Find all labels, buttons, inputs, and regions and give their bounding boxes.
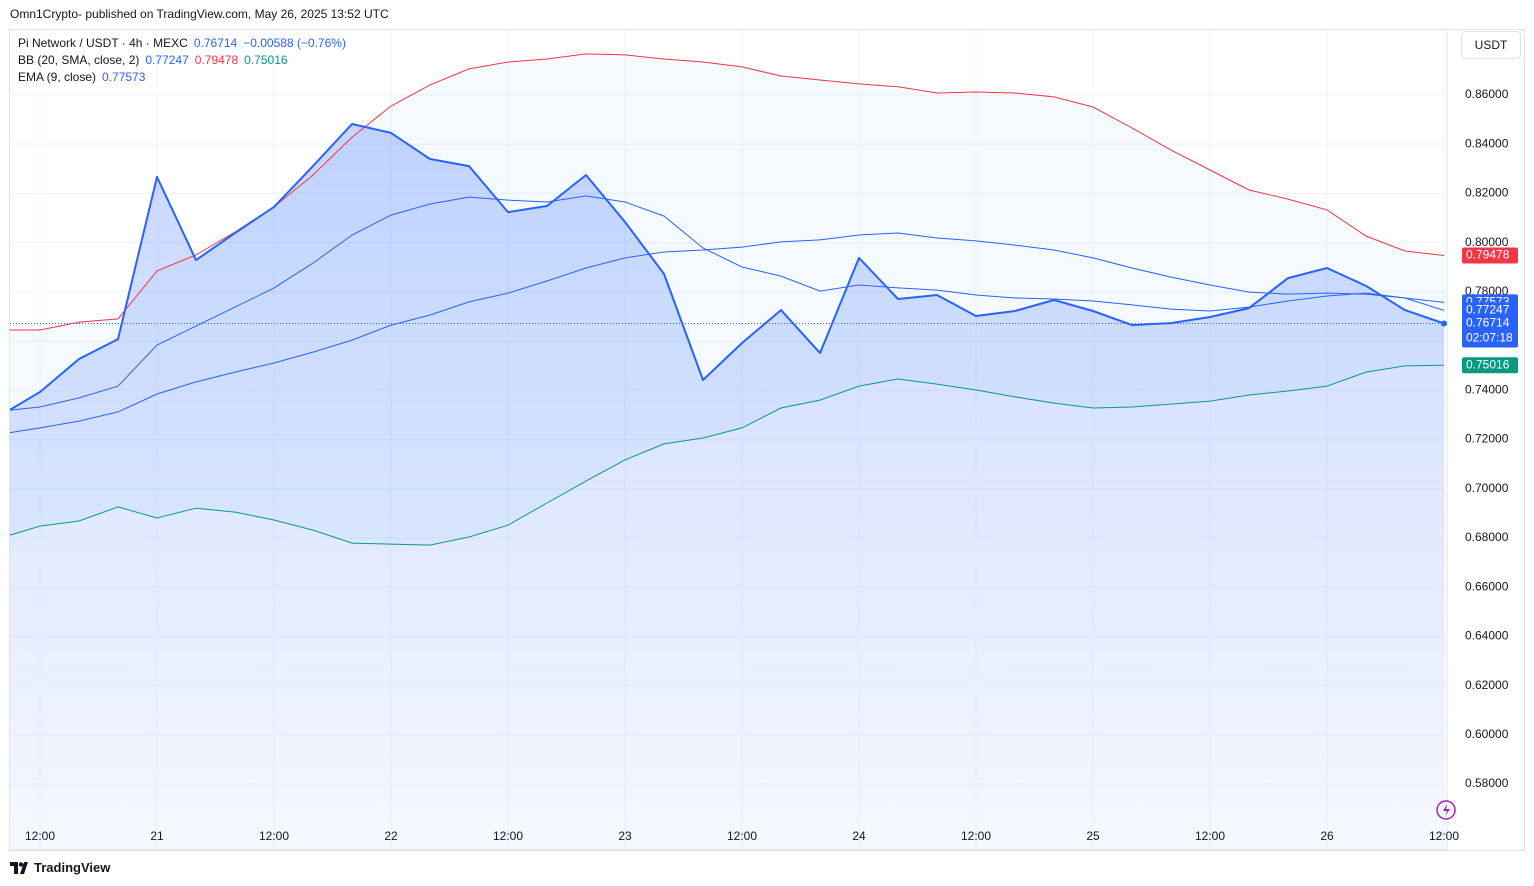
y-tick-label: 0.74000 bbox=[1465, 382, 1509, 396]
legend-value: 0.76714 bbox=[193, 36, 238, 50]
x-tick-label: 12:00 bbox=[259, 829, 289, 843]
unit-button[interactable]: USDT bbox=[1461, 31, 1521, 59]
y-tick-label: 0.82000 bbox=[1465, 186, 1509, 200]
legend-value: 0.77247 bbox=[145, 53, 189, 67]
legend-name: Pi Network / USDT · 4h · MEXC bbox=[18, 36, 188, 50]
x-tick-label: 12:00 bbox=[727, 829, 757, 843]
price-tag bbox=[1462, 302, 1518, 319]
axes: 0.58000 0.60000 0.62000 0.64000 0.66000 0.680… bbox=[25, 87, 1518, 843]
footer: TradingView bbox=[10, 860, 110, 875]
price-tag bbox=[1462, 247, 1518, 264]
legend: Pi Network / USDT · 4h · MEXC 0.76714 −0.0… bbox=[18, 35, 352, 86]
legend-name: EMA (9, close) bbox=[18, 70, 97, 84]
y-tick-label: 0.80000 bbox=[1465, 235, 1509, 249]
price-tag-label: 0.79478 bbox=[1466, 248, 1510, 262]
x-tick-label: 21 bbox=[150, 829, 164, 843]
y-tick-label: 0.62000 bbox=[1465, 678, 1509, 692]
plot bbox=[10, 53, 1447, 850]
y-tick-label: 0.72000 bbox=[1465, 432, 1509, 446]
indicator-line bbox=[10, 195, 1445, 411]
header: Omn1Crypto- published on TradingView.com… bbox=[10, 7, 389, 21]
logo bbox=[10, 861, 28, 874]
price-tag-label: 0.77247 bbox=[1466, 303, 1510, 317]
legend-value: 0.75016 bbox=[244, 53, 288, 67]
x-tick-label: 26 bbox=[1320, 829, 1334, 843]
y-tick-label: 0.64000 bbox=[1465, 629, 1509, 643]
price-tag bbox=[1462, 315, 1518, 348]
x-tick-label: 22 bbox=[384, 829, 398, 843]
legend-row: Pi Network / USDT · 4h · MEXC 0.76714 −0.0… bbox=[18, 35, 352, 52]
lightning-bolt bbox=[1443, 804, 1450, 816]
y-tick-label: 0.86000 bbox=[1465, 87, 1509, 101]
x-tick-label: 12:00 bbox=[1195, 829, 1225, 843]
countdown-label: 02:07:18 bbox=[1466, 331, 1513, 345]
y-tick-label: 0.66000 bbox=[1465, 579, 1509, 593]
legend-row: EMA (9, close) 0.77573 bbox=[18, 69, 352, 86]
price-tag-label: 0.75016 bbox=[1466, 357, 1510, 371]
legend-change: −0.00588 (−0.76%) bbox=[243, 36, 346, 50]
footer-text: TradingView bbox=[34, 860, 111, 875]
x-tick-label: 23 bbox=[618, 829, 632, 843]
legend-name: BB (20, SMA, close, 2) bbox=[18, 53, 140, 67]
price-area bbox=[10, 124, 1444, 850]
legend-row: BB (20, SMA, close, 2) 0.77247 0.79478 0.75… bbox=[18, 52, 352, 69]
y-tick-label: 0.68000 bbox=[1465, 530, 1509, 544]
x-tick-label: 12:00 bbox=[493, 829, 523, 843]
y-tick-label: 0.58000 bbox=[1465, 776, 1509, 790]
y-tick-label: 0.84000 bbox=[1465, 136, 1509, 150]
price-tag bbox=[1462, 357, 1518, 374]
x-tick-label: 12:00 bbox=[1429, 829, 1459, 843]
y-tick-label: 0.70000 bbox=[1465, 481, 1509, 495]
legend-value: 0.79478 bbox=[194, 53, 239, 67]
price-line bbox=[10, 123, 1445, 411]
legend-value: 0.77573 bbox=[102, 70, 146, 84]
x-tick-label: 24 bbox=[852, 829, 866, 843]
x-tick-label: 25 bbox=[1086, 829, 1100, 843]
last-price-dot bbox=[1441, 320, 1447, 327]
indicator-line bbox=[10, 232, 1445, 434]
y-tick-label: 0.60000 bbox=[1465, 727, 1509, 741]
x-tick-label: 12:00 bbox=[961, 829, 991, 843]
price-tag-label: 0.76714 bbox=[1466, 316, 1510, 330]
indicator-line bbox=[10, 364, 1445, 546]
lightning-icon[interactable] bbox=[1436, 800, 1456, 820]
x-tick-label: 12:00 bbox=[25, 829, 55, 843]
